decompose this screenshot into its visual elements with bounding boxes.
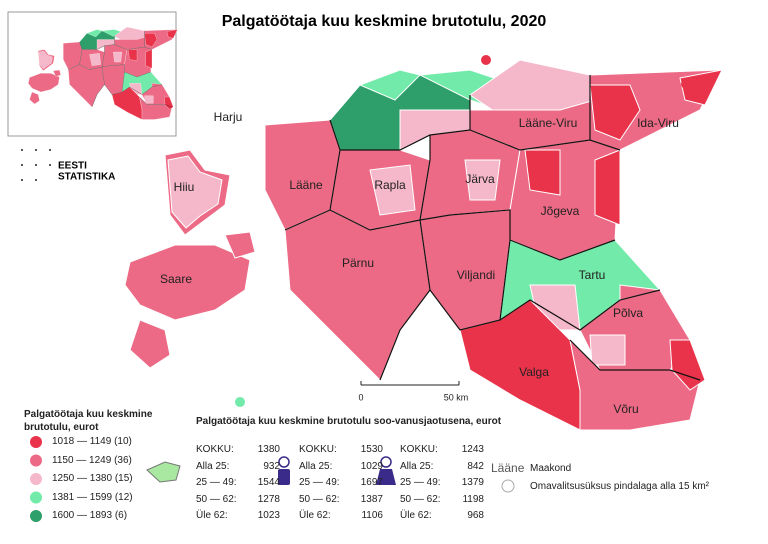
small-unit — [681, 79, 691, 89]
small-unit — [235, 397, 245, 407]
key-sample: Lääne — [491, 461, 525, 475]
county-label: Rapla — [374, 178, 406, 192]
county-label: Harju — [214, 110, 243, 124]
row-value: 1023 — [257, 510, 280, 521]
row-value: 1530 — [360, 444, 383, 455]
legend-label: 1600 — 1893 (6) — [52, 510, 128, 521]
row-label: 25 — 49: — [196, 477, 237, 488]
county-label: Lääne-Viru — [519, 116, 578, 130]
legend-swatch — [30, 454, 42, 467]
legend-swatch — [30, 491, 42, 504]
county-label: Viljandi — [457, 268, 495, 282]
row-label: Üle 62: — [196, 510, 228, 521]
row-value: 1278 — [257, 493, 280, 505]
row-label: Alla 25: — [196, 460, 230, 472]
breakdown-title: Palgatöötaja kuu keskmine brutotulu soo-… — [196, 416, 502, 427]
county-label: Valga — [519, 365, 549, 379]
scale-label: 50 km — [444, 392, 469, 402]
scale-label: 0 — [358, 392, 363, 402]
county-label: Ida-Viru — [637, 116, 679, 130]
county-label: Pärnu — [342, 256, 374, 270]
title: Palgatöötaja kuu keskmine brutotulu, 202… — [222, 13, 547, 30]
logo-text: EESTI — [58, 161, 87, 172]
row-label: KOKKU: — [299, 444, 337, 455]
row-value: 1380 — [257, 444, 280, 455]
county-label: Jõgeva — [541, 204, 580, 218]
key-small: Omavalitsusüksus pindalaga alla 15 km² — [530, 481, 709, 492]
row-label: Alla 25: — [299, 460, 333, 472]
legend-label: 1381 — 1599 (12) — [52, 491, 133, 503]
row-label: Üle 62: — [400, 510, 432, 521]
county-label: Järva — [465, 172, 495, 186]
row-value: 1029 — [360, 460, 383, 472]
scale-bar — [360, 381, 460, 386]
row-label: 25 — 49: — [400, 477, 441, 488]
row-value: 1243 — [461, 444, 484, 455]
row-label: Alla 25: — [400, 460, 434, 472]
row-label: Üle 62: — [299, 510, 331, 521]
row-label: 25 — 49: — [299, 477, 340, 488]
logo-dots — [21, 149, 51, 181]
small-unit — [481, 55, 491, 65]
row-label: 50 — 62: — [196, 493, 237, 505]
county-label: Saare — [160, 272, 192, 286]
person-icons — [146, 456, 396, 485]
legend-swatch — [30, 510, 42, 522]
small-unit-key — [501, 479, 515, 493]
legend-swatch — [30, 436, 42, 448]
row-label: 50 — 62: — [299, 493, 340, 505]
logo-text: STATISTIKA — [58, 172, 115, 183]
county-label: Hiiu — [174, 180, 195, 194]
row-value: 1544 — [257, 477, 280, 488]
row-label: KOKKU: — [400, 444, 438, 455]
row-value: 1387 — [360, 493, 383, 505]
county-label: Tartu — [579, 268, 606, 282]
row-value: 968 — [467, 510, 484, 521]
row-label: KOKKU: — [196, 444, 234, 455]
legend-label: 1150 — 1249 (36) — [52, 454, 132, 466]
county-label: Lääne — [289, 178, 323, 192]
legend-label: 1250 — 1380 (15) — [52, 473, 133, 484]
county-label: Põlva — [613, 306, 643, 320]
row-value: 1697 — [360, 477, 383, 488]
legend-title: Palgatöötaja kuu keskmine brutotulu, eur… — [24, 409, 153, 433]
row-label: 50 — 62: — [400, 493, 441, 505]
row-value: 842 — [467, 460, 484, 472]
legend-label: 1018 — 1149 (10) — [52, 436, 132, 447]
row-value: 932 — [263, 460, 280, 472]
row-value: 1106 — [361, 510, 383, 521]
key-county: Maakond — [530, 463, 572, 474]
row-value: 1379 — [461, 477, 484, 488]
row-value: 1198 — [462, 493, 484, 505]
county-label: Võru — [613, 402, 638, 416]
legend-swatch — [30, 473, 42, 485]
